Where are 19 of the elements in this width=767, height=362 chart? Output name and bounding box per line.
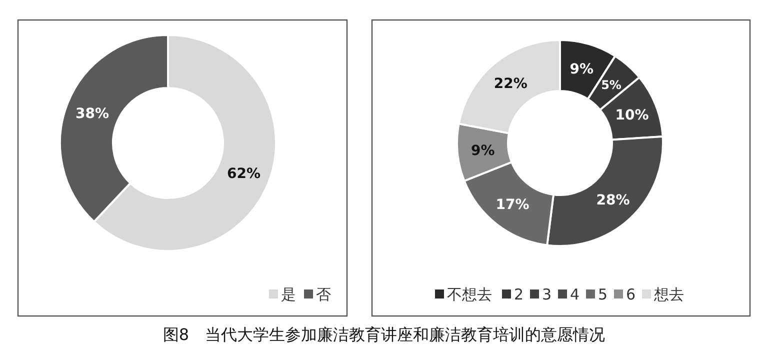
- data-label: 9%: [570, 61, 594, 78]
- legend-label: 不想去: [447, 285, 492, 304]
- data-label: 62%: [227, 166, 261, 182]
- data-label: 28%: [596, 192, 630, 208]
- legend-label: 3: [542, 285, 552, 304]
- data-label: 38%: [75, 106, 109, 122]
- data-label: 5%: [601, 78, 622, 92]
- legend-label: 2: [514, 285, 524, 304]
- data-label: 10%: [615, 107, 649, 124]
- legend-label: 6: [626, 285, 636, 304]
- data-label: 17%: [496, 197, 530, 214]
- data-label: 22%: [494, 76, 528, 92]
- data-label: 9%: [470, 143, 495, 160]
- legend-label: 5: [598, 285, 608, 304]
- legend-label: 4: [570, 285, 580, 304]
- legend-label: 是: [281, 285, 296, 304]
- legend-label: 想去: [653, 285, 684, 304]
- legend-label: 否: [316, 285, 331, 304]
- caption: 图8 当代大学生参加廉洁教育讲座和廉洁教育培训的意愿情况: [162, 325, 606, 344]
